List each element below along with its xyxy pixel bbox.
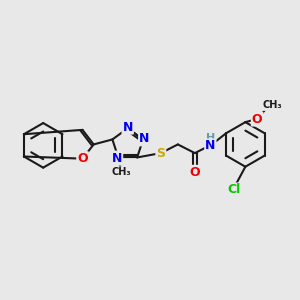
Text: H: H [206,133,215,142]
Text: O: O [77,152,88,165]
Text: N: N [205,140,216,152]
Text: N: N [139,132,149,145]
Text: CH₃: CH₃ [112,167,131,177]
Text: O: O [252,112,262,125]
Text: S: S [156,147,165,160]
Text: CH₃: CH₃ [262,100,282,110]
Text: O: O [190,166,200,179]
Text: Cl: Cl [227,183,240,196]
Text: N: N [112,152,122,165]
Text: N: N [122,121,133,134]
